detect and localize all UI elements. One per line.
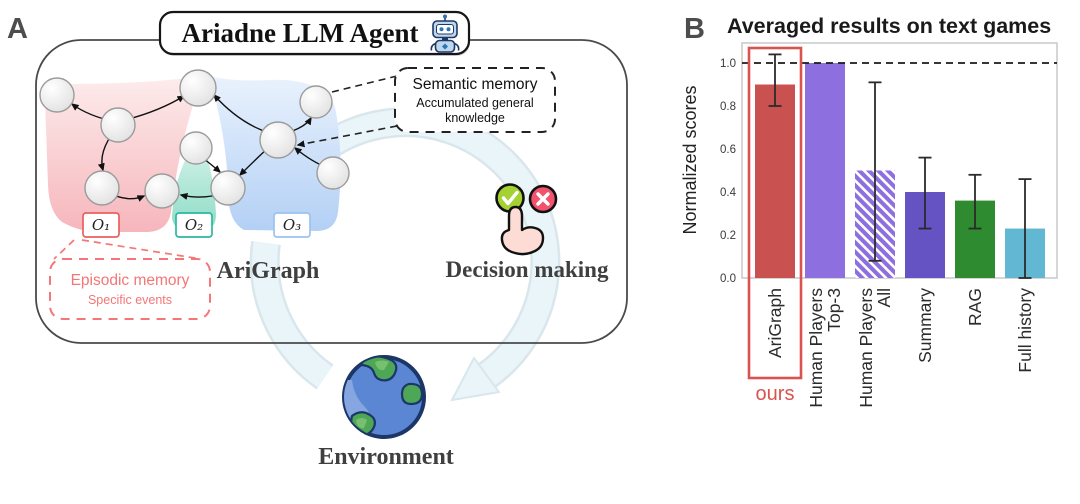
pointing-hand-icon	[500, 205, 545, 256]
semantic-callout-lines	[296, 75, 398, 148]
graph-node	[84, 170, 120, 206]
x-label-summary: Summary	[915, 288, 935, 363]
x-label-arigraph: AriGraph	[765, 288, 785, 358]
svg-text:All: All	[874, 288, 894, 307]
panel-a-label: A	[7, 13, 28, 45]
arigraph-label: AriGraph	[217, 258, 320, 284]
x-label-full-history: Full history	[1015, 288, 1035, 373]
y-tick-1.0: 1.0	[720, 58, 736, 70]
o1-box	[82, 212, 120, 238]
y-axis-label: Normalized scores	[680, 85, 700, 234]
panel-a-diagram: O₁ O₂ O₃ Episodic memory Specific events…	[7, 10, 628, 470]
svg-text:AriGraph: AriGraph	[765, 288, 785, 358]
graph-node	[210, 170, 246, 206]
episodic-memory-subtitle: Specific events	[88, 293, 172, 307]
svg-text:Human Players: Human Players	[856, 288, 876, 408]
panel-b-label: B	[684, 13, 705, 45]
episodic-memory-box: Episodic memory Specific events	[49, 258, 211, 320]
globe-icon	[342, 355, 426, 439]
cross-mark	[536, 192, 550, 206]
graph-node	[259, 121, 297, 159]
svg-text:Summary: Summary	[915, 288, 935, 363]
o3-box	[273, 212, 311, 238]
decision-icons	[495, 183, 558, 256]
semantic-memory-subtitle-1: Accumulated general	[416, 96, 533, 110]
episodic-memory-title: Episodic memory	[71, 272, 190, 289]
environment-label: Environment	[318, 444, 454, 470]
semantic-memory-subtitle-2: knowledge	[445, 111, 505, 125]
svg-text:Human Players: Human Players	[806, 288, 826, 408]
episodic-callout-lines	[53, 239, 202, 260]
agent-title-box: Ariadne LLM Agent	[158, 10, 471, 56]
robot-icon	[430, 14, 460, 53]
svg-text:Full history: Full history	[1015, 288, 1035, 373]
o1-label: O₁	[92, 216, 110, 234]
svg-text:RAG: RAG	[965, 288, 985, 326]
graph-node	[299, 85, 333, 119]
y-tick-0.8: 0.8	[720, 101, 736, 113]
graph-node	[100, 107, 136, 143]
ours-highlight-box	[747, 46, 803, 380]
o2-box	[175, 212, 213, 238]
graph-node	[316, 156, 350, 190]
cycle-arrow-icon	[249, 107, 561, 402]
graph-node	[179, 69, 217, 107]
y-tick-0.4: 0.4	[720, 187, 737, 199]
decision-making-label: Decision making	[446, 257, 609, 282]
y-tick-0.0: 0.0	[720, 273, 736, 285]
bar-arigraph	[755, 84, 795, 278]
o3-label: O₃	[283, 216, 301, 234]
graph-node	[144, 173, 180, 209]
graph-node	[179, 131, 213, 165]
bar-human-players-top-3	[805, 63, 845, 278]
check-mark	[501, 190, 519, 206]
o2-label: O₂	[185, 216, 203, 234]
chart-title: Averaged results on text games	[727, 14, 1051, 38]
y-tick-0.6: 0.6	[720, 144, 736, 156]
x-label-rag: RAG	[965, 288, 985, 326]
semantic-memory-title: Semantic memory	[413, 76, 538, 93]
svg-text:Top-3: Top-3	[824, 288, 844, 332]
y-tick-0.2: 0.2	[720, 230, 736, 242]
agent-title: Ariadne LLM Agent	[181, 18, 418, 48]
semantic-memory-box: Semantic memory Accumulated general know…	[394, 67, 556, 133]
graph-nodes	[39, 69, 350, 209]
graph-node	[39, 77, 75, 113]
ours-label: ours	[756, 383, 795, 405]
